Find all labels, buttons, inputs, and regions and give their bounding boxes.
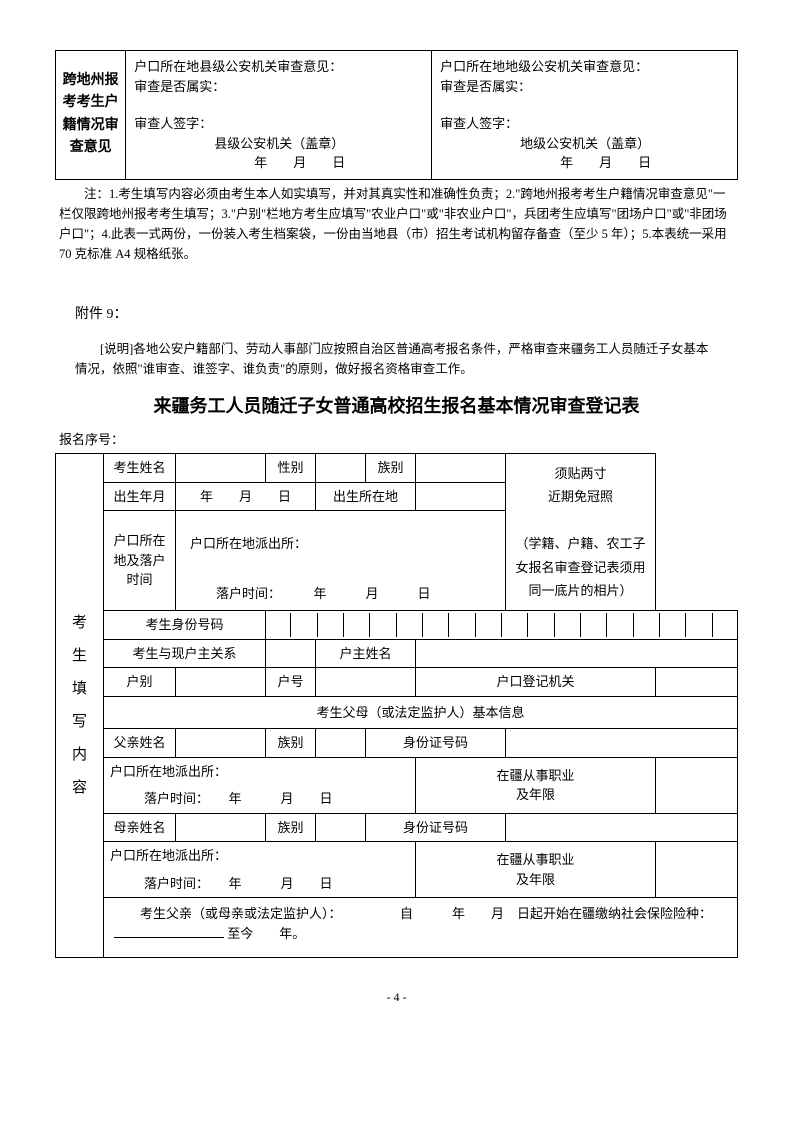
val-f-job[interactable] bbox=[656, 757, 738, 813]
lbl-mother: 母亲姓名 bbox=[104, 813, 176, 842]
id-box[interactable] bbox=[528, 613, 554, 637]
val-m-settle[interactable]: 落户时间： 年 月 日 bbox=[104, 870, 416, 898]
val-f-station[interactable]: 户口所在地派出所： bbox=[104, 757, 416, 785]
page-number: - 4 - bbox=[55, 988, 738, 1006]
lbl-relation: 考生与现户主关系 bbox=[104, 639, 266, 668]
id-box[interactable] bbox=[449, 613, 475, 637]
registration-seq: 报名序号： bbox=[59, 430, 738, 450]
val-name[interactable] bbox=[176, 454, 266, 483]
val-m-job[interactable] bbox=[656, 842, 738, 898]
insurance-cell[interactable]: 考生父亲（或母亲或法定监护人）： 自 年 月 日起开始在疆缴纳社会保险险种： 至… bbox=[104, 898, 738, 958]
t1-county-cell: 户口所在地县级公安机关审查意见： 审查是否属实： 审查人签字： 县级公安机关（盖… bbox=[126, 51, 432, 180]
lbl-f-ethnic: 族别 bbox=[266, 729, 316, 758]
id-box[interactable] bbox=[554, 613, 580, 637]
val-m-id[interactable] bbox=[506, 813, 738, 842]
id-box[interactable] bbox=[343, 613, 369, 637]
lbl-m-ethnic: 族别 bbox=[266, 813, 316, 842]
lbl-m-job: 在疆从事职业及年限 bbox=[416, 842, 656, 898]
form-title: 来疆务工人员随迁子女普通高校招生报名基本情况审查登记表 bbox=[55, 393, 738, 420]
val-hukou-station[interactable]: 户口所在地派出所： bbox=[176, 511, 506, 578]
t1-right-l1: 户口所在地地级公安机关审查意见： bbox=[440, 57, 729, 77]
id-box[interactable] bbox=[396, 613, 422, 637]
lbl-f-id: 身份证号码 bbox=[366, 729, 506, 758]
t1-prefecture-cell: 户口所在地地级公安机关审查意见： 审查是否属实： 审查人签字： 地级公安机关（盖… bbox=[432, 51, 738, 180]
val-f-id[interactable] bbox=[506, 729, 738, 758]
lbl-huhao: 户号 bbox=[266, 668, 316, 697]
id-box[interactable] bbox=[712, 613, 737, 637]
val-father[interactable] bbox=[176, 729, 266, 758]
lbl-hukou-addr: 户口所在地及落户时间 bbox=[104, 511, 176, 611]
lbl-birthplace: 出生所在地 bbox=[316, 482, 416, 511]
id-box[interactable] bbox=[581, 613, 607, 637]
id-box[interactable] bbox=[291, 613, 317, 637]
t1-right-date: 年 月 日 bbox=[440, 153, 729, 173]
val-m-ethnic[interactable] bbox=[316, 813, 366, 842]
lbl-hubie: 户别 bbox=[104, 668, 176, 697]
lbl-headname: 户主姓名 bbox=[316, 639, 416, 668]
insurance-text2: 至今 年。 bbox=[227, 926, 305, 941]
id-box[interactable] bbox=[660, 613, 686, 637]
val-gender[interactable] bbox=[316, 454, 366, 483]
val-f-settle[interactable]: 落户时间： 年 月 日 bbox=[104, 785, 416, 813]
lbl-name: 考生姓名 bbox=[104, 454, 176, 483]
val-mother[interactable] bbox=[176, 813, 266, 842]
id-box[interactable] bbox=[633, 613, 659, 637]
t1-left-stamp: 县级公安机关（盖章） bbox=[134, 134, 423, 154]
val-dob[interactable]: 年 月 日 bbox=[176, 482, 316, 511]
main-side-label: 考生填写内容 bbox=[56, 454, 104, 958]
id-box[interactable] bbox=[475, 613, 501, 637]
footnote: 注：1.考生填写内容必须由考生本人如实填写，并对其真实性和准确性负责；2."跨地… bbox=[55, 184, 738, 264]
val-hubie[interactable] bbox=[176, 668, 266, 697]
review-opinion-table: 跨地州报考考生户籍情况审查意见 户口所在地县级公安机关审查意见： 审查是否属实：… bbox=[55, 50, 738, 180]
lbl-f-job: 在疆从事职业及年限 bbox=[416, 757, 656, 813]
id-box[interactable] bbox=[370, 613, 396, 637]
val-relation[interactable] bbox=[266, 639, 316, 668]
val-headname[interactable] bbox=[416, 639, 738, 668]
explanation: [说明]各地公安户籍部门、劳动人事部门应按照自治区普通高考报名条件，严格审查来疆… bbox=[55, 339, 738, 379]
val-m-station[interactable]: 户口所在地派出所： bbox=[104, 842, 416, 870]
val-huhao[interactable] bbox=[316, 668, 416, 697]
photo-cell: 须贴两寸近期免冠照（学籍、户籍、农工子女报名审查登记表须用同一底片的相片） bbox=[506, 454, 656, 611]
lbl-father: 父亲姓名 bbox=[104, 729, 176, 758]
val-regorg[interactable] bbox=[656, 668, 738, 697]
t1-left-date: 年 月 日 bbox=[134, 153, 423, 173]
val-ethnic[interactable] bbox=[416, 454, 506, 483]
val-settle-time[interactable]: 落户时间： 年 月 日 bbox=[176, 577, 506, 611]
val-birthplace[interactable] bbox=[416, 482, 506, 511]
lbl-m-id: 身份证号码 bbox=[366, 813, 506, 842]
photo-text: 须贴两寸近期免冠照（学籍、户籍、农工子女报名审查登记表须用同一底片的相片） bbox=[514, 462, 647, 602]
t1-left-l2: 审查是否属实： bbox=[134, 77, 423, 97]
id-box[interactable] bbox=[266, 613, 291, 637]
t1-right-sig: 审查人签字： bbox=[440, 114, 729, 134]
val-f-ethnic[interactable] bbox=[316, 729, 366, 758]
id-box[interactable] bbox=[501, 613, 527, 637]
t1-side-label: 跨地州报考考生户籍情况审查意见 bbox=[56, 51, 126, 180]
t1-left-l1: 户口所在地县级公安机关审查意见： bbox=[134, 57, 423, 77]
insurance-blank[interactable] bbox=[114, 937, 224, 938]
t1-left-sig: 审查人签字： bbox=[134, 114, 423, 134]
id-boxes-container bbox=[266, 611, 738, 640]
attachment-label: 附件 9： bbox=[75, 304, 738, 325]
lbl-regorg: 户口登记机关 bbox=[416, 668, 656, 697]
lbl-gender: 性别 bbox=[266, 454, 316, 483]
lbl-dob: 出生年月 bbox=[104, 482, 176, 511]
insurance-text1: 考生父亲（或母亲或法定监护人）： 自 年 月 日起开始在疆缴纳社会保险险种： bbox=[114, 906, 712, 921]
id-box[interactable] bbox=[686, 613, 712, 637]
lbl-ethnic: 族别 bbox=[366, 454, 416, 483]
lbl-idnum: 考生身份号码 bbox=[104, 611, 266, 640]
t1-right-l2: 审查是否属实： bbox=[440, 77, 729, 97]
id-box[interactable] bbox=[317, 613, 343, 637]
id-box[interactable] bbox=[422, 613, 448, 637]
id-box[interactable] bbox=[607, 613, 633, 637]
parents-header: 考生父母（或法定监护人）基本信息 bbox=[104, 696, 738, 729]
main-form-table: 考生填写内容 考生姓名 性别 族别 须贴两寸近期免冠照（学籍、户籍、农工子女报名… bbox=[55, 453, 738, 958]
t1-right-stamp: 地级公安机关（盖章） bbox=[440, 134, 729, 154]
